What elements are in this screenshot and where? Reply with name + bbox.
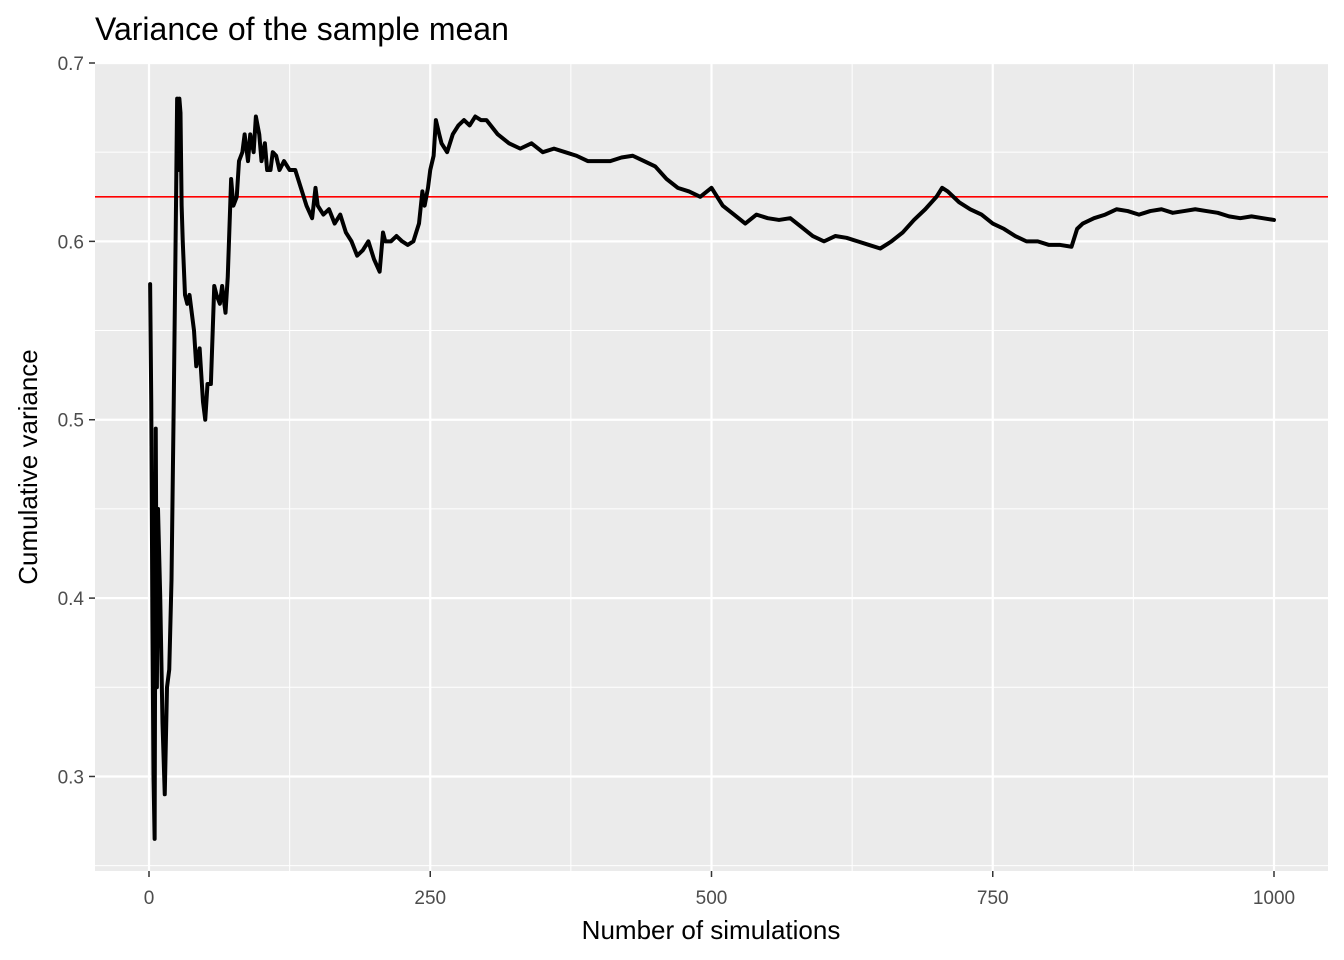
y-axis: 0.3 0.4 0.5 0.6 0.7 — [58, 54, 95, 788]
x-tick-label: 0 — [144, 888, 155, 909]
y-tick-label: 0.6 — [58, 232, 84, 253]
y-axis-title: Cumulative variance — [13, 349, 43, 585]
y-tick-label: 0.5 — [58, 411, 84, 432]
x-axis: 0 250 500 750 1000 — [144, 871, 1295, 909]
y-tick-label: 0.4 — [58, 589, 85, 610]
x-axis-title: Number of simulations — [582, 915, 841, 945]
chart-title: Variance of the sample mean — [95, 11, 509, 47]
grid-major — [95, 61, 1328, 871]
y-tick-label: 0.7 — [58, 54, 84, 75]
series-line — [148, 96, 1276, 841]
x-tick-label: 500 — [696, 888, 728, 909]
series-layer — [148, 96, 1276, 841]
y-tick-label: 0.3 — [58, 767, 84, 788]
x-tick-label: 1000 — [1253, 888, 1295, 909]
x-tick-label: 250 — [414, 888, 446, 909]
x-tick-label: 750 — [977, 888, 1009, 909]
